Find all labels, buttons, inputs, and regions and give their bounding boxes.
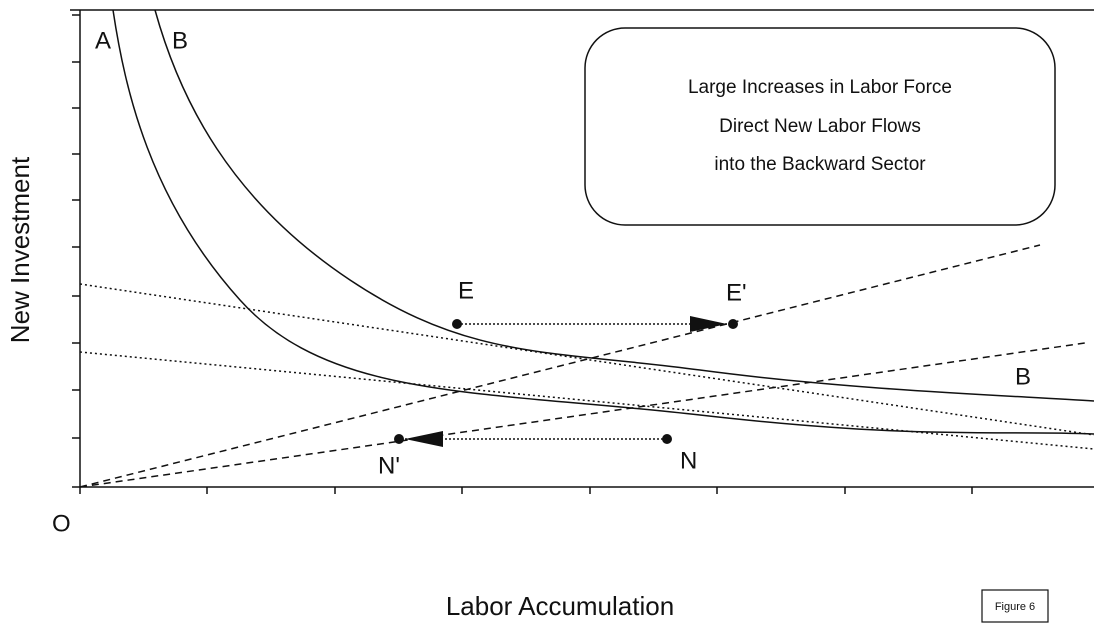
curve-label: B [172, 27, 188, 54]
origin-label: O [52, 510, 71, 537]
y-axis-label: New Investment [5, 156, 35, 343]
point-label: E [458, 277, 474, 304]
note-box [584, 27, 1056, 226]
note-line: Large Increases in Labor Force [688, 77, 952, 98]
axes [70, 9, 1094, 494]
dotted-line [79, 351, 1094, 450]
point [394, 434, 404, 444]
curve-a [112, 9, 1094, 435]
x-axis-label: Labor Accumulation [446, 591, 674, 621]
point-label: E' [726, 279, 747, 306]
x-ticks [79, 487, 973, 494]
dashed-line [79, 342, 1086, 488]
point-label: N' [378, 452, 400, 479]
arrowhead [690, 316, 727, 332]
y-ticks [72, 14, 80, 488]
curve-label: A [95, 27, 111, 54]
point [662, 434, 672, 444]
dotted-line [79, 283, 1094, 436]
dashed-line [79, 244, 1041, 488]
curve-label: B [1015, 363, 1031, 390]
point-label: N [680, 447, 697, 474]
note-line: into the Backward Sector [714, 154, 926, 175]
figure-label: Figure 6 [995, 601, 1035, 613]
note-line: Direct New Labor Flows [719, 116, 921, 137]
point [728, 319, 738, 329]
curve-b [154, 9, 1094, 402]
figure-box [981, 589, 1049, 623]
arrowhead [405, 431, 443, 447]
point [452, 319, 462, 329]
